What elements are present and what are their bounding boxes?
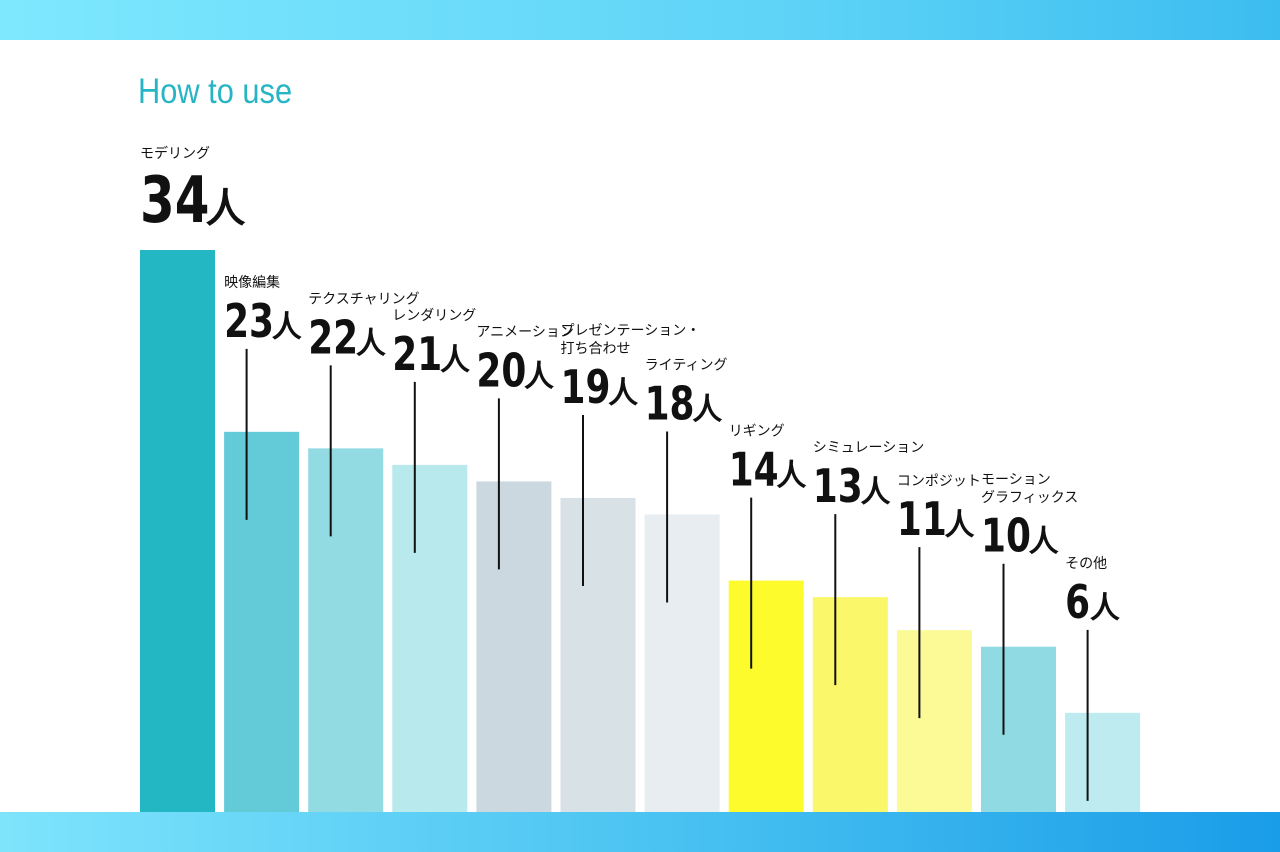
value-label-4: 20 bbox=[476, 344, 526, 398]
bar-5 bbox=[560, 497, 636, 812]
chart-title: How to use bbox=[138, 72, 293, 111]
bar-10 bbox=[981, 646, 1056, 812]
category-label-0: モデリング bbox=[140, 145, 210, 162]
value-label-7: 14 bbox=[729, 443, 779, 497]
top-gradient-band bbox=[0, 0, 1280, 40]
value-unit-1: 人 bbox=[272, 310, 302, 345]
value-label-5: 19 bbox=[561, 361, 611, 415]
bar-3 bbox=[392, 464, 468, 812]
value-unit-3: 人 bbox=[440, 343, 470, 378]
value-label-8: 13 bbox=[813, 460, 863, 514]
bar-1 bbox=[224, 431, 300, 812]
bar-9 bbox=[896, 630, 972, 812]
value-unit-11: 人 bbox=[1090, 591, 1120, 626]
bar-7 bbox=[728, 580, 804, 812]
value-label-9: 11 bbox=[897, 493, 947, 547]
category-label-6: ライティング bbox=[645, 358, 728, 374]
value-unit-6: 人 bbox=[692, 392, 722, 427]
category-label-5: 打ち合わせ bbox=[561, 340, 631, 357]
category-label-1: 映像編集 bbox=[224, 274, 280, 291]
category-label-8: シミュレーション bbox=[813, 440, 924, 456]
value-unit-0: 人 bbox=[205, 186, 245, 232]
category-label-9: コンポジット bbox=[897, 473, 981, 489]
value-label-1: 23 bbox=[224, 294, 274, 348]
bar-8 bbox=[812, 597, 888, 812]
category-label-5: プレゼンテーション・ bbox=[561, 323, 701, 339]
category-label-4: アニメーション bbox=[476, 325, 573, 341]
category-label-10: グラフィックス bbox=[981, 490, 1078, 506]
value-unit-7: 人 bbox=[776, 459, 806, 494]
value-label-0: 34 bbox=[140, 163, 209, 238]
bar-11 bbox=[1065, 712, 1141, 812]
value-label-2: 22 bbox=[308, 311, 358, 365]
bar-6 bbox=[644, 514, 720, 812]
category-label-3: レンダリング bbox=[392, 308, 476, 324]
category-label-2: テクスチャリング bbox=[308, 291, 419, 307]
bar-0 bbox=[140, 250, 215, 812]
value-label-11: 6 bbox=[1065, 575, 1090, 629]
value-unit-8: 人 bbox=[860, 475, 890, 510]
bar-4 bbox=[476, 481, 552, 812]
value-label-3: 21 bbox=[392, 328, 442, 382]
bottom-gradient-band bbox=[0, 812, 1280, 852]
category-label-7: リギング bbox=[729, 424, 785, 440]
value-label-10: 10 bbox=[981, 509, 1031, 563]
value-unit-5: 人 bbox=[608, 376, 638, 411]
value-unit-4: 人 bbox=[524, 359, 554, 394]
bar-2 bbox=[308, 448, 384, 812]
category-label-11: その他 bbox=[1065, 556, 1107, 572]
value-unit-10: 人 bbox=[1029, 525, 1059, 560]
value-unit-9: 人 bbox=[945, 508, 975, 543]
value-unit-2: 人 bbox=[356, 326, 386, 361]
value-label-6: 18 bbox=[645, 377, 695, 431]
category-label-10: モーション bbox=[981, 472, 1051, 488]
